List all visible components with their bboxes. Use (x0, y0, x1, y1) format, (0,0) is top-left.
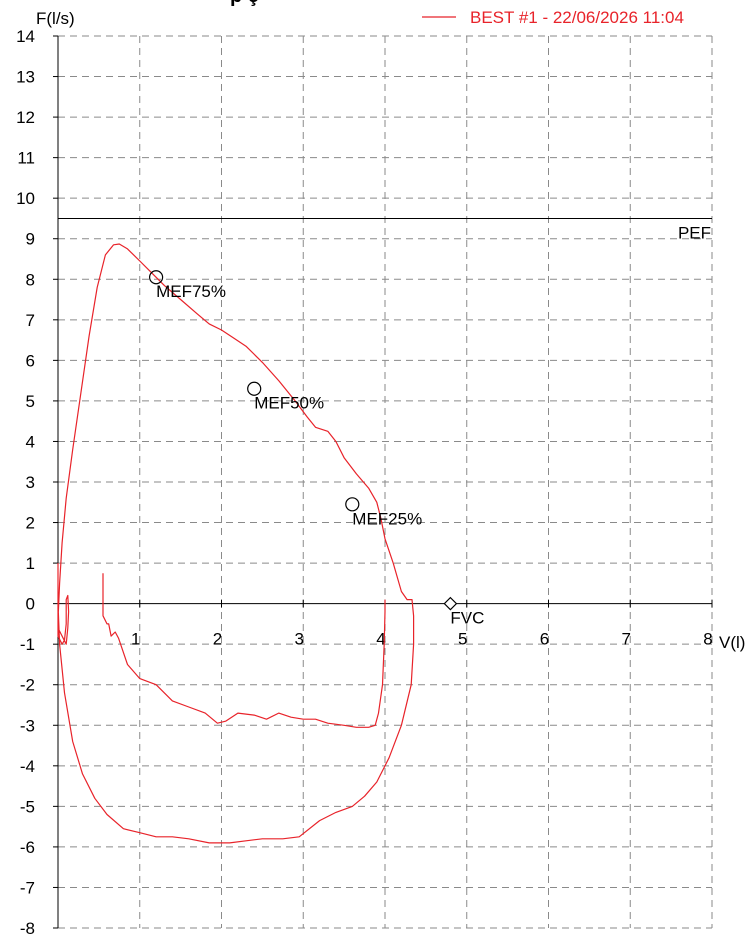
y-tick-label: 0 (26, 595, 35, 614)
y-tick-label: -3 (20, 716, 35, 735)
y-tick-label: -5 (20, 797, 35, 816)
y-tick-label: 14 (16, 27, 35, 46)
marker-label: MEF25% (352, 509, 422, 528)
marker-diamond (443, 596, 458, 611)
y-tick-label: 9 (26, 230, 35, 249)
y-tick-label: 6 (26, 351, 35, 370)
y-tick-label: 3 (26, 473, 35, 492)
x-tick-label: 7 (622, 630, 631, 649)
markers: MEF75% MEF50% MEF25% FVC (149, 270, 484, 628)
x-tick-label: 6 (540, 630, 549, 649)
y-tick-label: -8 (20, 919, 35, 938)
flow-volume-series (57, 243, 415, 844)
chart-title-fragment: p ç (230, 0, 259, 7)
x-tick-label: 8 (703, 630, 712, 649)
x-axis-label: V(l) (719, 633, 745, 652)
y-tick-label: 13 (16, 68, 35, 87)
x-tick-label: 2 (213, 630, 222, 649)
x-tick-labels: 1 2 3 4 5 6 7 8 (131, 630, 713, 649)
marker-label: MEF50% (254, 394, 324, 413)
y-tick-label: 1 (26, 554, 35, 573)
pef-label: PEF (678, 223, 711, 242)
y-tick-label: 2 (26, 514, 35, 533)
x-tick-label: 5 (458, 630, 467, 649)
x-tick-label: 4 (376, 630, 385, 649)
marker-circle (345, 497, 360, 512)
marker-label: FVC (450, 609, 484, 628)
grid (58, 35, 713, 929)
series-line (102, 573, 386, 728)
legend-entry-label: BEST #1 - 22/06/2026 11:04 (470, 8, 684, 27)
y-tick-label: -1 (20, 635, 35, 654)
y-axis-label: F(l/s) (36, 9, 75, 28)
marker-circle (247, 381, 262, 396)
x-tick-label: 1 (131, 630, 140, 649)
y-tick-label: 11 (17, 149, 35, 168)
series-line (57, 243, 415, 844)
y-tick-label: -6 (20, 838, 35, 857)
legend: BEST #1 - 22/06/2026 11:04 (422, 8, 684, 27)
y-tick-label: 10 (16, 189, 35, 208)
y-tick-label: -4 (20, 757, 35, 776)
marker-label: MEF75% (156, 282, 226, 301)
y-tick-label: 8 (26, 270, 35, 289)
marker-circle (149, 270, 164, 285)
x-tick-label: 3 (295, 630, 304, 649)
y-tick-label: 7 (26, 311, 35, 330)
y-tick-label: 12 (16, 108, 35, 127)
y-tick-label: 4 (26, 432, 35, 451)
y-tick-label: -7 (20, 878, 35, 897)
y-tick-label: -2 (20, 676, 35, 695)
y-tick-label: 5 (26, 392, 35, 411)
